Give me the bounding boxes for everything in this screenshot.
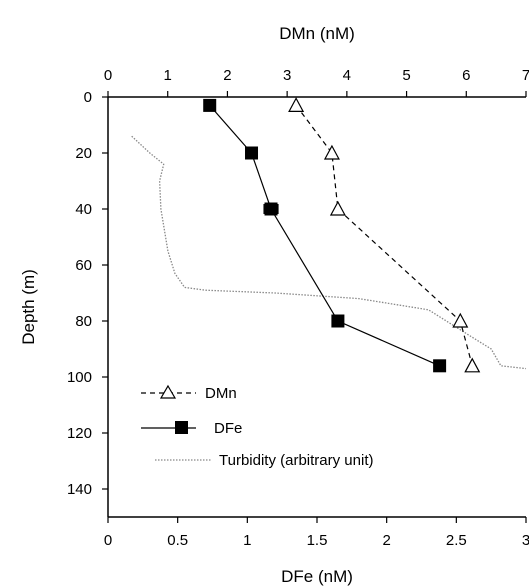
x-bottom-tick-label: 1 bbox=[243, 532, 251, 549]
dmn-data-point bbox=[452, 312, 469, 328]
x-top-tick-label: 4 bbox=[343, 67, 351, 84]
x-bottom-tick-label: 1.5 bbox=[307, 532, 328, 549]
x-top-tick-label: 0 bbox=[104, 67, 112, 84]
x-axis-bottom-ticks: 0 0.5 1 1.5 2 2.5 3 bbox=[104, 517, 529, 549]
legend-item-dmn: DMn bbox=[141, 384, 237, 402]
series-turbidity-line bbox=[131, 135, 527, 370]
dmn-data-point bbox=[464, 357, 481, 373]
y-tick-label: 140 bbox=[67, 481, 92, 498]
y-axis-ticks: 0 20 40 60 80 100 120 140 bbox=[67, 89, 108, 498]
x-bottom-tick-label: 0.5 bbox=[167, 532, 188, 549]
x-top-tick-label: 7 bbox=[522, 67, 529, 84]
x-bottom-tick-label: 2 bbox=[382, 532, 390, 549]
x-top-tick-label: 1 bbox=[164, 67, 172, 84]
dfe-data-point bbox=[433, 359, 447, 373]
series-dmn-line bbox=[295, 105, 473, 366]
dfe-data-point bbox=[203, 98, 217, 112]
y-tick-label: 120 bbox=[67, 425, 92, 442]
dfe-data-point bbox=[245, 146, 259, 160]
y-axis-title: Depth (m) bbox=[19, 269, 38, 345]
legend-dfe-square-icon bbox=[175, 421, 188, 434]
legend-dmn-triangle-icon bbox=[159, 384, 177, 399]
series-layer bbox=[131, 97, 527, 373]
dmn-data-point bbox=[323, 144, 340, 160]
dfe-data-point bbox=[264, 202, 278, 216]
x-top-tick-label: 5 bbox=[402, 67, 410, 84]
x-top-tick-label: 2 bbox=[223, 67, 231, 84]
y-tick-label: 80 bbox=[75, 313, 92, 330]
x-bottom-tick-label: 2.5 bbox=[446, 532, 467, 549]
legend-turbidity-label: Turbidity (arbitrary unit) bbox=[219, 452, 373, 469]
x-top-tick-label: 6 bbox=[462, 67, 470, 84]
dmn-data-point bbox=[288, 97, 305, 112]
x-bottom-tick-label: 0 bbox=[104, 532, 112, 549]
dmn-data-point bbox=[329, 200, 346, 216]
y-tick-label: 60 bbox=[75, 257, 92, 274]
legend: DMn DFe Turbidity (arbitrary unit) bbox=[141, 384, 373, 469]
x-axis-top-ticks: 0 1 2 3 4 5 6 7 bbox=[104, 67, 529, 97]
x-top-tick-label: 3 bbox=[283, 67, 291, 84]
y-tick-label: 40 bbox=[75, 201, 92, 218]
dfe-data-point bbox=[331, 314, 345, 328]
legend-dfe-label: DFe bbox=[214, 420, 242, 437]
x-axis-top-title: DMn (nM) bbox=[279, 24, 355, 43]
legend-dmn-label: DMn bbox=[205, 385, 237, 402]
x-bottom-tick-label: 3 bbox=[522, 532, 529, 549]
x-axis-bottom-title: DFe (nM) bbox=[281, 567, 353, 586]
y-tick-label: 0 bbox=[84, 89, 92, 106]
y-tick-label: 100 bbox=[67, 369, 92, 386]
legend-item-turbidity: Turbidity (arbitrary unit) bbox=[155, 452, 373, 469]
series-dfe-line bbox=[209, 105, 440, 367]
y-tick-label: 20 bbox=[75, 145, 92, 162]
legend-item-dfe: DFe bbox=[141, 420, 242, 437]
